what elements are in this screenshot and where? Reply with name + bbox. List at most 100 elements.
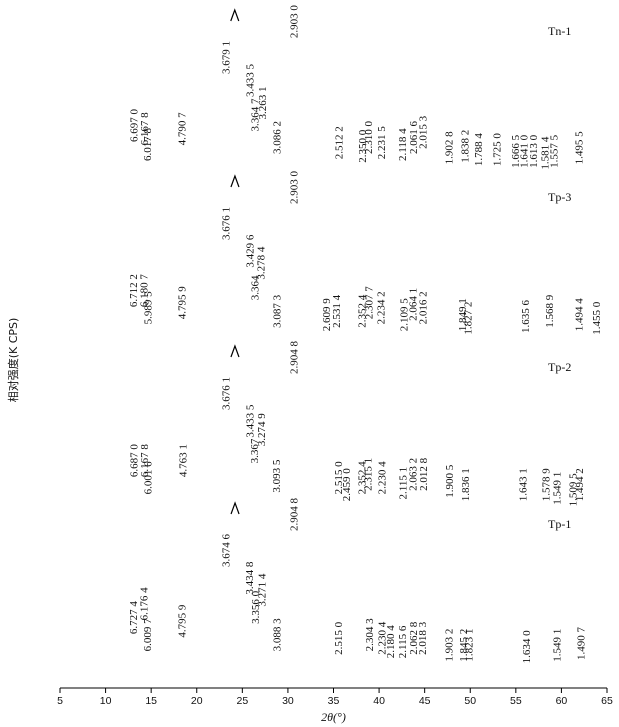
peak-label: 1.849 1 xyxy=(457,298,469,331)
peak-label: 6.712 2 xyxy=(128,274,140,307)
peak-label: 1.455 0 xyxy=(591,301,603,335)
peak-label: 3.364 7 xyxy=(249,98,261,132)
peak-label: 2.018 3 xyxy=(417,621,429,655)
peak-label: 2.352 4 xyxy=(356,461,368,495)
x-tick-label: 65 xyxy=(601,695,613,707)
peak-label: 1.903 2 xyxy=(443,629,455,662)
peak-label: 3.674 6 xyxy=(221,534,233,568)
peak-label: 3.364 xyxy=(249,275,261,300)
peak-label: 3.274 9 xyxy=(256,413,268,447)
peak-label: 6.009 7 xyxy=(142,618,154,652)
clip-arrow xyxy=(230,8,240,22)
clip-arrow xyxy=(230,501,240,515)
peak-label: 4.795 9 xyxy=(177,604,189,638)
peak-label: 3.088 3 xyxy=(271,618,283,652)
peak-label: 3.434 8 xyxy=(244,561,256,595)
peak-label: 2.115 1 xyxy=(397,467,409,500)
peak-label: 1.725 0 xyxy=(491,133,503,167)
x-tick-label: 20 xyxy=(191,695,203,707)
peak-label: 1.641 0 xyxy=(518,134,530,168)
peak-label: 1.836 1 xyxy=(460,468,472,501)
x-tick-label: 15 xyxy=(145,695,157,707)
peak-label: 2.118 4 xyxy=(397,128,409,161)
peak-label: 3.278 4 xyxy=(256,246,268,280)
peak-label: 3.676 1 xyxy=(220,377,232,410)
peak-label: 2.304 3 xyxy=(364,618,376,652)
peak-label: 2.515 0 xyxy=(333,461,345,495)
peak-label: 2.904 8 xyxy=(288,497,300,531)
peak-label: 1.490 7 xyxy=(575,626,587,660)
peak-label: 2.459 0 xyxy=(341,468,353,502)
peak-label: 2.230 4 xyxy=(376,621,388,655)
peak-label: 1.643 1 xyxy=(518,468,530,501)
peak-label: 6.167 8 xyxy=(139,444,151,478)
peak-label: 2.115 6 xyxy=(397,625,409,658)
peak-label: 3.676 1 xyxy=(220,207,232,240)
peak-label: 2.310 0 xyxy=(363,121,375,155)
x-tick-label: 35 xyxy=(328,695,340,707)
peak-label: 1.581 4 xyxy=(539,136,551,170)
peak-label: 2.234 2 xyxy=(376,291,388,324)
peak-label: 1.494 2 xyxy=(574,468,586,501)
sample-title: Tn-1 xyxy=(548,24,571,38)
peak-label: 3.433 5 xyxy=(244,63,256,97)
peak-label: 2.062 8 xyxy=(408,621,420,655)
peak-label: 1.823 1 xyxy=(464,629,476,662)
peak-label: 2.307 7 xyxy=(363,286,375,320)
peak-label: 6.001 6 xyxy=(142,461,154,495)
y-axis-label: 相对强度(K CPS) xyxy=(6,318,20,403)
peak-label: 3.271 4 xyxy=(256,573,268,607)
peak-label: 3.679 1 xyxy=(220,41,232,74)
peak-label: 1.788 4 xyxy=(473,133,485,166)
x-axis-label: 2θ(°) xyxy=(321,710,346,724)
peak-label: 1.900 5 xyxy=(444,464,456,498)
peak-label: 1.509 5 xyxy=(567,473,579,507)
peak-label: 3.429 6 xyxy=(245,234,257,268)
peak-label: 3.433 5 xyxy=(244,404,256,438)
peak-label: 1.494 4 xyxy=(574,298,586,332)
peak-label: 3.093 5 xyxy=(271,459,283,493)
peak-label: 6.697 0 xyxy=(128,108,140,142)
peak-label: 6.167 8 xyxy=(139,112,151,146)
peak-label: 1.613 0 xyxy=(528,134,540,168)
x-tick-label: 50 xyxy=(464,695,476,707)
peak-label: 4.795 9 xyxy=(177,286,189,320)
x-tick-label: 40 xyxy=(373,695,385,707)
peak-label: 2.315 1 xyxy=(362,458,374,491)
x-tick-label: 45 xyxy=(419,695,431,707)
peak-label: 2.230 4 xyxy=(376,461,388,495)
peak-label: 1.578 9 xyxy=(540,468,552,502)
peak-label: 2.352 4 xyxy=(356,294,368,328)
peak-label: 2.609 9 xyxy=(321,298,333,332)
clip-arrow xyxy=(230,174,240,188)
peak-label: 1.902 8 xyxy=(443,131,455,165)
peak-label: 6.176 4 xyxy=(139,587,151,621)
x-tick-label: 60 xyxy=(556,695,568,707)
x-tick-label: 55 xyxy=(510,695,522,707)
x-tick-label: 10 xyxy=(100,695,112,707)
peak-label: 2.063 2 xyxy=(408,458,420,491)
peak-label: 6.687 0 xyxy=(129,444,141,478)
sample-title: Tp-1 xyxy=(548,517,571,531)
x-tick-label: 25 xyxy=(236,695,248,707)
peak-label: 1.845 2 xyxy=(458,629,470,662)
peak-label: 1.838 2 xyxy=(460,130,472,163)
peak-label: 2.109 5 xyxy=(399,298,411,332)
peak-label: 2.903 0 xyxy=(289,170,301,204)
peak-label: 3.086 2 xyxy=(272,121,284,154)
peak-label: 1.635 6 xyxy=(520,299,532,333)
peak-label: 2.180 4 xyxy=(385,625,397,659)
x-tick-label: 30 xyxy=(282,695,294,707)
peak-label: 2.903 0 xyxy=(289,5,301,39)
x-tick-label: 5 xyxy=(57,695,63,707)
peak-label: 1.549 1 xyxy=(552,629,564,662)
peak-label: 1.557 5 xyxy=(548,134,560,168)
peak-label: 2.064 1 xyxy=(407,288,419,321)
peak-label: 3.356 0 xyxy=(250,590,262,624)
peak-label: 1.827 2 xyxy=(463,302,475,335)
peak-label: 2.012 8 xyxy=(418,457,430,491)
sample-title: Tp-3 xyxy=(548,190,571,204)
peak-label: 6.727 4 xyxy=(128,601,140,635)
peak-label: 6.017 8 xyxy=(142,127,154,161)
